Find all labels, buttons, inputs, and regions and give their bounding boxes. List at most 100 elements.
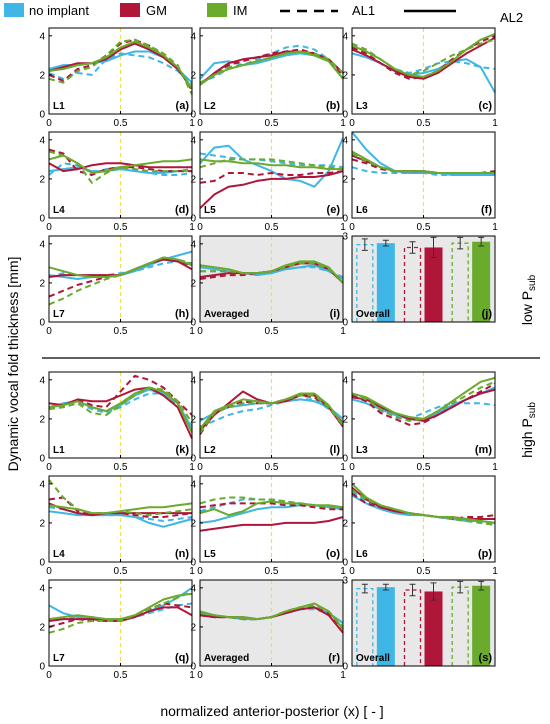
series-line-im-al2 xyxy=(351,32,496,78)
x-tick-label: 0 xyxy=(349,462,355,473)
y-tick-label: 4 xyxy=(190,31,196,42)
legend-label-no-implant: no implant xyxy=(29,3,89,18)
x-tick-label: 0.5 xyxy=(114,566,128,577)
legend-swatch-gm xyxy=(120,3,140,17)
series-line-im-al2 xyxy=(48,40,193,90)
x-tick-label: 0.5 xyxy=(417,222,431,233)
x-tick-label: 1 xyxy=(492,118,498,129)
legend-swatch-no-implant xyxy=(4,3,24,17)
series-line-gm-al1 xyxy=(351,382,496,426)
panel-letter-label: (b) xyxy=(326,100,340,112)
y-tick-label: 4 xyxy=(190,375,196,386)
series-line-no-implant-al2 xyxy=(48,166,192,174)
series-line-im-al1 xyxy=(199,50,344,84)
bar-al2-no-implant xyxy=(376,587,395,666)
error-bar-al1-im xyxy=(457,580,464,594)
legend-label-al2: AL2 xyxy=(500,10,523,25)
series-line-im-al2 xyxy=(351,376,496,420)
y-tick-label: 2 xyxy=(342,174,348,185)
plot-frame xyxy=(48,131,193,219)
bar-al2-gm xyxy=(424,247,443,322)
panel-letter-label: (s) xyxy=(479,652,493,664)
x-tick-label: 0.5 xyxy=(417,118,431,129)
y-tick-label: 2 xyxy=(39,278,45,289)
x-tick-label: 1 xyxy=(189,670,195,681)
error-bar-al1-gm xyxy=(409,583,416,597)
x-tick-label: 0 xyxy=(46,326,52,337)
series-line-im-al1 xyxy=(351,152,495,174)
x-tick-label: 0 xyxy=(197,670,203,681)
error-bar-al2-gm xyxy=(430,236,437,258)
series-line-gm-al2 xyxy=(351,36,496,80)
panel-letter-label: (i) xyxy=(330,308,341,320)
y-tick-label: 4 xyxy=(190,239,196,250)
x-tick-label: 0 xyxy=(46,118,52,129)
series-line-gm-al1 xyxy=(48,496,193,518)
y-tick-label: 2 xyxy=(190,414,196,425)
y-tick-label: 4 xyxy=(39,239,45,250)
plot-frame xyxy=(199,371,344,459)
plot-frame xyxy=(48,27,193,115)
x-tick-label: 0.5 xyxy=(265,566,279,577)
x-tick-label: 1 xyxy=(189,326,195,337)
panel-letter-label: (l) xyxy=(330,444,341,456)
panel-name-label: L1 xyxy=(53,445,65,456)
plot-frame xyxy=(351,27,496,115)
series-line-im-al1 xyxy=(199,394,344,434)
plot-frame xyxy=(48,371,193,459)
x-tick-label: 0.5 xyxy=(265,118,279,129)
series-line-no-implant-al1 xyxy=(351,166,495,176)
x-tick-label: 1 xyxy=(340,222,346,233)
panel-name-label: L2 xyxy=(204,101,216,112)
error-bar-al1-no-implant xyxy=(361,583,368,594)
panel-name-label: L3 xyxy=(356,445,368,456)
group-label-high: high Psub xyxy=(519,402,538,458)
y-tick-label: 0 xyxy=(39,558,45,569)
y-tick-label: 0 xyxy=(342,318,348,329)
y-tick-label: 0 xyxy=(342,214,348,225)
series-line-im-al1 xyxy=(199,604,344,628)
plot-frame xyxy=(351,235,496,323)
plot-frame xyxy=(199,131,344,219)
panel-s: 0 3 Overall (s) xyxy=(342,576,496,673)
group-label-low: low Psub xyxy=(519,274,538,325)
x-tick-label: 0 xyxy=(197,462,203,473)
x-tick-label: 1 xyxy=(492,566,498,577)
y-tick-label: 0 xyxy=(190,558,196,569)
panel-name-label: L4 xyxy=(53,549,65,560)
y-tick-label: 0 xyxy=(190,318,196,329)
plot-area xyxy=(352,580,495,666)
x-tick-label: 1 xyxy=(340,566,346,577)
panel-name-label: L7 xyxy=(53,653,65,664)
y-tick-label: 4 xyxy=(39,375,45,386)
bar-al1-gm xyxy=(403,589,422,666)
y-tick-label: 2 xyxy=(39,174,45,185)
bar-al2-no-implant xyxy=(376,243,395,322)
series-line-im-al1 xyxy=(351,380,496,422)
plot-frame xyxy=(199,579,344,667)
x-tick-label: 0.5 xyxy=(114,118,128,129)
y-tick-label: 4 xyxy=(342,375,348,386)
x-tick-label: 0.5 xyxy=(265,670,279,681)
x-tick-label: 1 xyxy=(189,118,195,129)
panel-name-label: L5 xyxy=(204,549,216,560)
series-line-im-al2 xyxy=(199,50,344,86)
panel-name-label: Overall xyxy=(356,309,390,320)
y-tick-label: 2 xyxy=(190,622,196,633)
error-bar-al1-no-implant xyxy=(361,238,368,251)
x-tick-label: 0 xyxy=(197,118,203,129)
panel-letter-label: (n) xyxy=(175,548,189,560)
series-line-im-al2 xyxy=(48,256,193,278)
x-tick-label: 0 xyxy=(46,462,52,473)
error-bar-al1-gm xyxy=(409,241,416,254)
y-tick-label: 4 xyxy=(39,135,45,146)
